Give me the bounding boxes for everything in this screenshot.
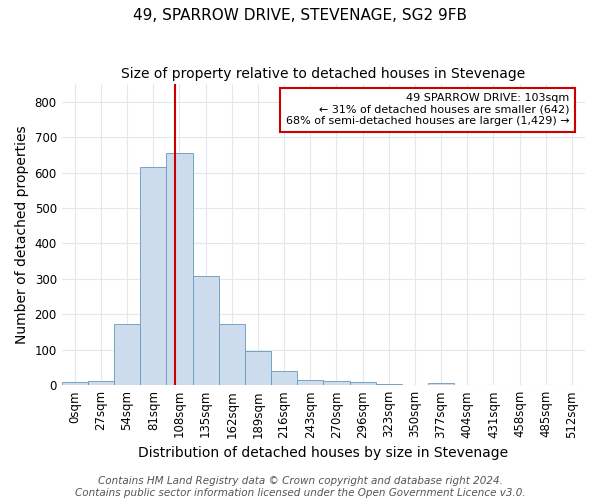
Bar: [62, 382, 88, 385]
Bar: [350, 382, 376, 385]
Bar: [297, 380, 323, 385]
Text: Contains HM Land Registry data © Crown copyright and database right 2024.
Contai: Contains HM Land Registry data © Crown c…: [74, 476, 526, 498]
Title: Size of property relative to detached houses in Stevenage: Size of property relative to detached ho…: [121, 68, 526, 82]
Bar: [88, 381, 114, 385]
Bar: [218, 324, 245, 385]
Bar: [271, 371, 297, 385]
Y-axis label: Number of detached properties: Number of detached properties: [15, 126, 29, 344]
Bar: [245, 351, 271, 385]
Bar: [140, 166, 166, 385]
X-axis label: Distribution of detached houses by size in Stevenage: Distribution of detached houses by size …: [138, 446, 508, 460]
Bar: [323, 381, 350, 385]
Bar: [193, 276, 218, 385]
Bar: [376, 384, 402, 385]
Text: 49 SPARROW DRIVE: 103sqm
← 31% of detached houses are smaller (642)
68% of semi-: 49 SPARROW DRIVE: 103sqm ← 31% of detach…: [286, 93, 569, 126]
Bar: [166, 153, 193, 385]
Bar: [428, 382, 454, 385]
Bar: [114, 324, 140, 385]
Text: 49, SPARROW DRIVE, STEVENAGE, SG2 9FB: 49, SPARROW DRIVE, STEVENAGE, SG2 9FB: [133, 8, 467, 22]
